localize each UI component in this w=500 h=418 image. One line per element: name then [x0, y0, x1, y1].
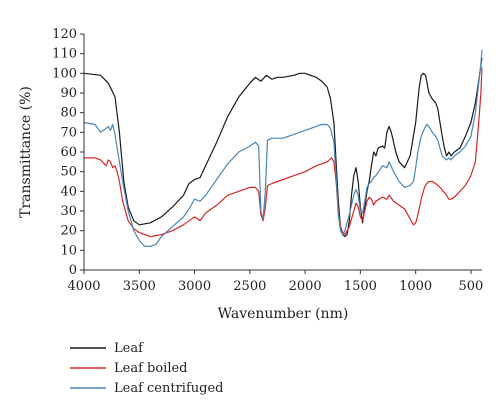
x-axis-title: Wavenumber (nm) — [218, 306, 349, 322]
y-tick-label: 50 — [60, 165, 77, 180]
x-axis-ticks: 4000 3500 3000 2500 2000 1500 1000 500 — [67, 270, 483, 294]
legend-label: Leaf centrifuged — [114, 381, 223, 396]
y-tick-label: 10 — [60, 243, 77, 258]
y-tick-label: 100 — [52, 66, 77, 81]
axes — [83, 34, 482, 271]
series-layer — [83, 49, 483, 247]
y-tick-label: 40 — [60, 184, 77, 199]
x-tick-label: 1000 — [399, 279, 432, 294]
y-tick-label: 110 — [52, 47, 77, 62]
x-tick-label: 3000 — [178, 279, 211, 294]
y-tick-label: 80 — [60, 106, 77, 121]
legend-label: Leaf boiled — [114, 361, 188, 376]
y-tick-label: 90 — [60, 86, 77, 101]
x-tick-label: 1500 — [344, 279, 377, 294]
y-axis-ticks: 0 10 20 30 40 50 60 70 80 90 100 110 120 — [52, 27, 84, 278]
y-axis-title: Transmittance (%) — [18, 86, 34, 218]
y-tick-label: 0 — [69, 263, 77, 278]
legend: Leaf Leaf boiled Leaf centrifuged — [70, 341, 223, 396]
x-tick-label: 2500 — [233, 279, 266, 294]
x-tick-label: 500 — [459, 279, 484, 294]
legend-label: Leaf — [114, 341, 144, 356]
x-tick-label: 4000 — [67, 279, 100, 294]
y-tick-label: 120 — [52, 27, 77, 42]
series-line-1 — [83, 57, 483, 238]
y-tick-label: 20 — [60, 224, 77, 239]
y-tick-label: 70 — [60, 125, 77, 140]
x-tick-label: 3500 — [123, 279, 156, 294]
y-tick-label: 30 — [60, 204, 77, 219]
x-tick-label: 2000 — [289, 279, 322, 294]
series-line-3 — [83, 49, 483, 247]
series-line-2 — [84, 67, 483, 238]
y-tick-label: 60 — [60, 145, 77, 160]
